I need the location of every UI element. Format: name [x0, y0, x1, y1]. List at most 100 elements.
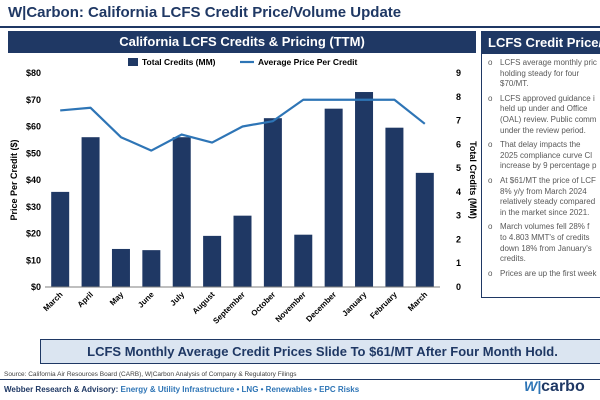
x-tick-label: December	[304, 290, 338, 324]
side-bullet-line: March volumes fell 28% f	[500, 222, 590, 232]
source-note: Source: California Air Resources Board (…	[4, 371, 297, 378]
side-bullet-line: relatively steady compared	[500, 197, 596, 207]
bar	[294, 234, 313, 287]
bar	[172, 137, 191, 287]
bullet-marker: o	[488, 175, 493, 185]
side-bullet: o March volumes fell 28% f to 4.803 MMT's …	[488, 222, 600, 264]
bullet-marker: o	[488, 93, 493, 103]
y-tick-label: $20	[26, 229, 41, 239]
bar	[111, 248, 130, 287]
x-tick-label: April	[76, 290, 95, 309]
side-panel: LCFS Credit Price/V o LCFS average monthl…	[481, 31, 600, 298]
company-logo: W|carbo	[524, 378, 585, 398]
side-bullet-line: $70/MT.	[500, 79, 529, 89]
bullet-marker: o	[488, 222, 493, 232]
x-tick-label: March	[406, 290, 429, 313]
y2-tick-label: 8	[456, 92, 461, 102]
side-bullet-line: to 4.803 MMT's of credits	[500, 232, 590, 242]
x-tick-label: July	[168, 290, 186, 308]
side-bullet-line: increase by 9 percentage p	[500, 161, 597, 171]
y-axis-label: Price Per Credit ($)	[9, 139, 19, 220]
bar-series	[51, 92, 434, 287]
page-title: W|Carbon: California LCFS Credit Price/V…	[8, 4, 402, 21]
logo-mark: W|	[524, 378, 542, 394]
bullet-marker: o	[488, 58, 493, 67]
side-bullet-line: 8% y/y from March 2024	[500, 186, 587, 196]
chart-legend: Total Credits (MM) Average Price Per Cred…	[128, 57, 358, 67]
y-tick-label: $60	[26, 122, 41, 132]
footer-rule	[0, 379, 600, 380]
legend-bar-swatch	[128, 58, 138, 66]
side-panel-bullets: o LCFS average monthly pric holding steady…	[482, 54, 600, 279]
bar	[51, 191, 70, 287]
x-tick-label: March	[42, 290, 65, 313]
bullet-marker: o	[488, 140, 493, 150]
y2-tick-label: 1	[456, 258, 461, 268]
side-bullet: o That delay impacts the 2025 compliance c…	[488, 140, 600, 172]
side-bullet: o Prices are up the first week	[488, 269, 600, 280]
y2-tick-label: 4	[456, 187, 461, 197]
y2-axis-label: Total Credits (MM)	[468, 141, 478, 219]
bar	[385, 127, 404, 287]
x-tick-label: June	[136, 290, 156, 310]
bar	[233, 215, 252, 287]
x-tick-label: November	[274, 290, 308, 324]
side-bullet-line: in the market since 2021.	[500, 207, 590, 217]
title-rule	[0, 26, 600, 28]
x-tick-label: August	[191, 290, 217, 316]
side-bullet-line: credits.	[500, 254, 526, 264]
bar	[324, 108, 343, 287]
y2-tick-label: 6	[456, 139, 461, 149]
y2-tick-label: 7	[456, 116, 461, 126]
footer: Webber Research & Advisory: Energy & Uti…	[4, 385, 359, 394]
side-bullet-line: 2025 compliance curve Cl	[500, 150, 593, 160]
footer-tags: Energy & Utility Infrastructure • LNG • …	[120, 385, 360, 394]
side-bullet-line: (OAL) review. Public comm	[500, 114, 597, 124]
chart-header: California LCFS Credits & Pricing (TTM)	[8, 31, 476, 53]
bullet-marker: o	[488, 268, 493, 278]
side-bullet-line: At $61/MT the price of LCF	[500, 175, 596, 185]
right-y-axis: 0 1 2 3 4 5 6 7 8 9 Total Credits (MM)	[456, 68, 478, 292]
y2-tick-label: 0	[456, 282, 461, 292]
y-tick-label: $70	[26, 95, 41, 105]
side-bullet-line: Prices are up the first week	[500, 268, 597, 278]
x-tick-label: May	[108, 290, 126, 308]
side-bullet: o LCFS approved guidance i held up under a…	[488, 94, 600, 136]
y-tick-label: $80	[26, 68, 41, 78]
y2-tick-label: 5	[456, 163, 461, 173]
side-bullet: o LCFS average monthly pric holding steady…	[488, 58, 600, 90]
x-tick-label: September	[211, 290, 247, 326]
side-bullet-line: LCFS approved guidance i	[500, 93, 595, 103]
side-bullet-line: holding steady for four	[500, 68, 580, 78]
x-tick-label: October	[249, 290, 277, 318]
side-bullet-line: under the review period.	[500, 125, 586, 135]
logo-text: carbo	[541, 378, 585, 395]
bar	[263, 118, 282, 287]
x-tick-label: February	[368, 290, 399, 321]
bar	[142, 250, 161, 287]
combo-chart: Total Credits (MM) Average Price Per Cred…	[9, 57, 478, 326]
bar	[415, 172, 434, 287]
left-y-axis: $0 $10 $20 $30 $40 $50 $60 $70 $80 Price Per Cred…	[9, 68, 41, 292]
y-tick-label: $50	[26, 148, 41, 158]
line-series	[60, 98, 426, 152]
legend-line-label: Average Price Per Credit	[258, 57, 358, 67]
side-bullet-line: down 18% from January's	[500, 243, 592, 253]
y-tick-label: $0	[31, 282, 41, 292]
legend-bar-label: Total Credits (MM)	[142, 57, 216, 67]
y2-tick-label: 3	[456, 211, 461, 221]
x-tick-label: January	[340, 290, 368, 318]
y-tick-label: $30	[26, 202, 41, 212]
bar	[203, 235, 222, 287]
side-panel-header: LCFS Credit Price/V	[482, 32, 600, 54]
y2-tick-label: 9	[456, 68, 461, 78]
y2-tick-label: 2	[456, 234, 461, 244]
callout-banner: LCFS Monthly Average Credit Prices Slide…	[40, 339, 600, 364]
footer-lead: Webber Research & Advisory:	[4, 385, 119, 394]
side-bullet-line: LCFS average monthly pric	[500, 58, 597, 67]
y-tick-label: $40	[26, 175, 41, 185]
y-tick-label: $10	[26, 255, 41, 265]
side-bullet-line: held up under and Office	[500, 104, 588, 114]
side-bullet: o At $61/MT the price of LCF 8% y/y from M…	[488, 176, 600, 218]
